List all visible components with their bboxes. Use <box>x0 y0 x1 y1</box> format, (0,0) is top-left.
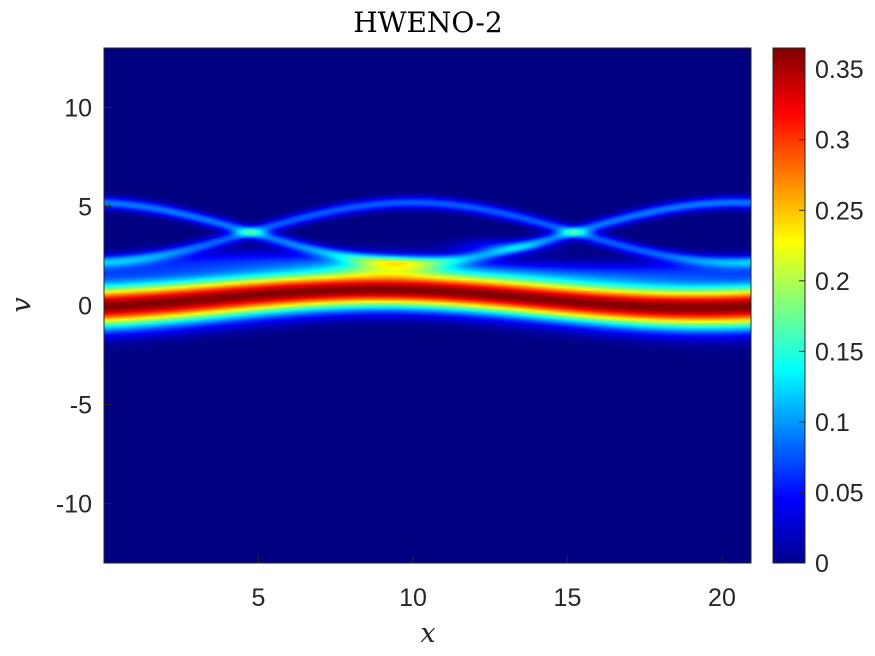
colorbar-tick-label: 0.25 <box>815 197 864 225</box>
x-tick-label: 5 <box>252 584 266 612</box>
colorbar-frame <box>772 47 806 564</box>
colorbar-gradient <box>773 48 805 563</box>
y-axis-label: v <box>6 297 37 312</box>
x-tick-label: 10 <box>399 584 427 612</box>
colorbar-tick-label: 0.3 <box>815 127 850 155</box>
colorbar-tick-label: 0.35 <box>815 56 864 84</box>
y-tick-label: -5 <box>70 392 92 420</box>
colorbar-tick-label: 0.2 <box>815 268 850 296</box>
colorbar-ticks: 0.35 0.3 0.25 0.2 0.15 0.1 0.05 0 <box>799 56 864 578</box>
colorbar-tick-label: 0.15 <box>815 338 864 366</box>
colorbar-tick-label: 0.1 <box>815 409 850 437</box>
plot-area: 5 10 15 20 10 5 0 -5 -10 <box>56 47 752 612</box>
y-tick-label: 5 <box>78 193 92 221</box>
x-tick-label: 20 <box>708 584 736 612</box>
x-axis-label: x <box>420 618 435 649</box>
y-tick-label: 0 <box>78 293 92 321</box>
y-axis-ticks: 10 5 0 -5 -10 <box>56 94 111 519</box>
y-tick-label: 10 <box>64 94 92 122</box>
colorbar: 0.35 0.3 0.25 0.2 0.15 0.1 0.05 0 <box>772 47 864 578</box>
colorbar-tick-label: 0.05 <box>815 479 864 507</box>
heatmap-image <box>104 48 751 563</box>
x-tick-label: 15 <box>554 584 582 612</box>
chart-title: HWENO-2 <box>353 6 502 39</box>
colorbar-tick-label: 0 <box>815 550 829 578</box>
y-tick-label: -10 <box>56 491 92 519</box>
x-axis-ticks: 5 10 15 20 <box>252 556 736 612</box>
